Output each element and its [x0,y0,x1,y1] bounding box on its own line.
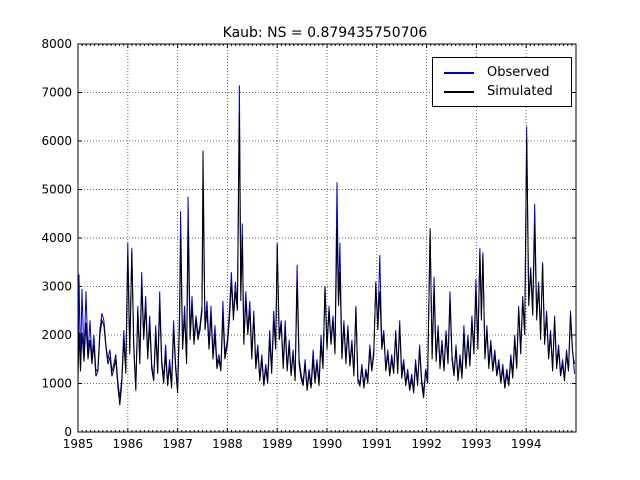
y-tick-label: 7000 [41,86,72,100]
x-tick-label: 1992 [411,437,442,451]
x-tick-label: 1994 [511,437,542,451]
y-tick-label: 3000 [41,280,72,294]
tick-labels: 1985 1986 1987 1988 1989 1990 1991 1992 1993 1994… [41,37,541,451]
x-tick-label: 1988 [212,437,243,451]
observed-line [77,85,575,399]
axis-ticks [77,43,576,433]
chart-title: Kaub: NS = 0.879435750706 [223,25,428,41]
simulated-line-icon [444,90,474,93]
y-tick-label: 5000 [41,183,72,197]
legend-label-simulated: Simulated [487,84,553,99]
y-tick-label: 0 [64,425,72,439]
x-tick-label: 1989 [262,437,293,451]
x-tick-label: 1986 [113,437,144,451]
x-tick-label: 1991 [362,437,393,451]
y-tick-label: 1000 [41,377,72,391]
y-tick-label: 4000 [41,231,72,245]
legend-label-observed: Observed [487,65,550,80]
legend-item-simulated: Simulated [444,85,563,98]
x-tick-label: 1987 [162,437,193,451]
simulated-line [77,114,575,406]
x-tick-label: 1993 [461,437,492,451]
legend: Observed Simulated [432,57,572,107]
y-tick-label: 2000 [41,328,72,342]
y-tick-label: 6000 [41,134,72,148]
x-tick-label: 1985 [63,437,94,451]
observed-line-icon [444,71,474,74]
legend-item-observed: Observed [444,66,563,79]
x-tick-label: 1990 [312,437,343,451]
series-lines [77,85,575,406]
y-tick-label: 8000 [41,37,72,51]
